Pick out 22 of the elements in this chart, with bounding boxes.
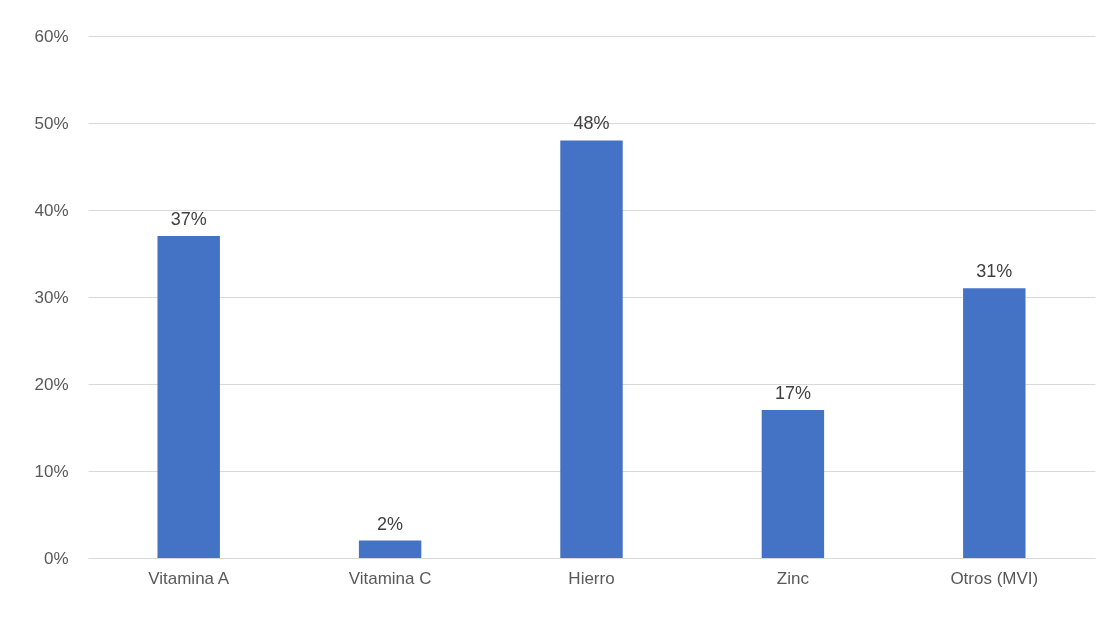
data-label: 48% <box>573 113 610 134</box>
bar <box>560 140 623 558</box>
y-tick-label: 30% <box>34 287 69 307</box>
bar <box>358 540 422 558</box>
y-tick-label: 60% <box>34 26 69 46</box>
data-label: 17% <box>774 383 811 404</box>
x-tick-label: Vitamina A <box>148 568 230 588</box>
x-tick-label: Hierro <box>568 568 615 588</box>
bar <box>157 236 220 558</box>
bar <box>963 288 1026 558</box>
data-label: 37% <box>170 209 207 230</box>
y-tick-label: 0% <box>43 548 69 568</box>
bar <box>761 410 825 558</box>
y-tick-label: 10% <box>34 461 69 481</box>
y-tick-label: 20% <box>34 374 69 394</box>
data-label: 2% <box>377 513 404 534</box>
y-tick-label: 50% <box>34 113 69 133</box>
data-label: 31% <box>976 261 1013 282</box>
x-tick-label: Zinc <box>776 568 810 588</box>
x-tick-label: Otros (MVI) <box>950 568 1039 588</box>
y-tick-label: 40% <box>34 200 69 220</box>
x-tick-label: Vitamina C <box>348 568 432 588</box>
